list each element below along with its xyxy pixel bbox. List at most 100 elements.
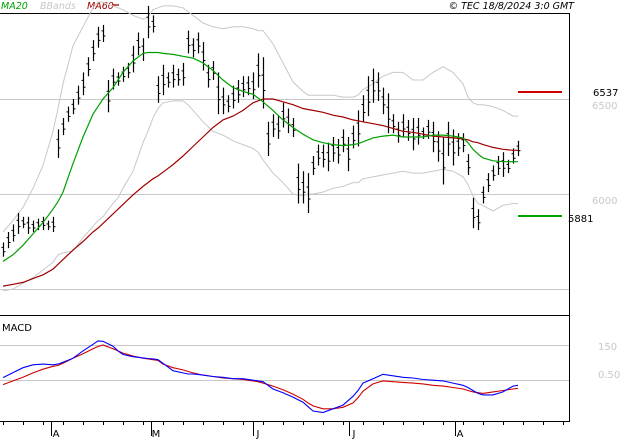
macd-lines: [2, 340, 519, 414]
price-bar: [501, 152, 506, 177]
price-bar: [486, 173, 491, 193]
macd-line: [2, 340, 519, 414]
x-month-label: A: [457, 429, 464, 440]
copyright-source: © TEC 18/8/2024 3:0 GMT: [449, 1, 576, 12]
price-bar: [76, 85, 81, 105]
price-bar: [86, 57, 91, 77]
price-bar: [471, 197, 476, 229]
macd-tick-labels: 150 0.50: [598, 342, 620, 381]
resistance-label: 6537: [593, 88, 618, 99]
price-bar: [6, 232, 11, 249]
price-bar: [311, 156, 316, 175]
price-bar: [306, 173, 311, 213]
price-bar: [21, 216, 26, 229]
price-bar: [481, 186, 486, 204]
price-bar: [191, 38, 196, 58]
price-tick-label: 6500: [592, 101, 617, 112]
x-month-label: A: [53, 429, 60, 440]
price-bar: [316, 144, 321, 166]
chart-header: MA20 BBands MA60 © TEC 18/8/2024 3:0 GMT: [1, 1, 575, 12]
price-bar: [151, 15, 156, 33]
price-bar: [46, 220, 51, 231]
price-levels: 6537 5881: [518, 88, 618, 225]
price-bar: [206, 64, 211, 88]
legend-ma20: MA20: [1, 1, 28, 12]
price-bar: [511, 148, 516, 164]
price-bar: [91, 40, 96, 61]
price-bar: [186, 30, 191, 54]
price-bar: [466, 154, 471, 175]
price-bar: [1, 242, 6, 257]
price-bar: [281, 102, 286, 128]
price-bar: [366, 76, 371, 117]
price-bar: [491, 165, 496, 181]
macd-signal-line: [2, 344, 519, 410]
price-bar: [446, 121, 451, 156]
legend-bbands: BBands: [40, 1, 76, 12]
price-bar: [371, 68, 376, 103]
price-bars: [1, 5, 521, 257]
price-bar: [196, 32, 201, 54]
price-bar: [336, 138, 341, 164]
price-bar: [391, 114, 396, 134]
price-bar: [136, 32, 141, 56]
panel-frames: [0, 13, 570, 422]
price-bar: [271, 114, 276, 137]
price-bar: [261, 57, 266, 109]
price-bar: [266, 121, 271, 156]
bbands-lower-line: [2, 100, 518, 292]
price-bar: [326, 142, 331, 172]
price-bar: [451, 129, 456, 166]
x-month-label: M: [152, 429, 161, 440]
price-bar: [226, 95, 231, 113]
price-bar: [496, 156, 501, 175]
legend-ma60: MA60: [87, 1, 114, 12]
price-bar: [346, 137, 351, 172]
price-bar: [221, 87, 226, 115]
price-bar: [401, 114, 406, 137]
macd-title: MACD: [2, 323, 32, 334]
price-bar: [11, 224, 16, 242]
price-bar: [61, 118, 66, 136]
price-bar: [516, 140, 521, 156]
bbands-upper-line: [2, 1, 518, 233]
price-bar: [16, 213, 21, 234]
price-bar: [276, 116, 281, 139]
price-tick-labels: 6500 6000: [592, 101, 617, 207]
price-bar: [356, 110, 361, 147]
macd-tick-label: 0.50: [598, 370, 620, 381]
price-bar: [161, 64, 166, 96]
price-bar: [256, 53, 261, 88]
price-bar: [26, 216, 31, 234]
price-bar: [246, 76, 251, 96]
bollinger-bands: [2, 1, 518, 292]
price-bar: [321, 144, 326, 168]
price-bar: [106, 80, 111, 113]
macd-grid: [0, 345, 569, 381]
price-bar: [411, 118, 416, 151]
price-bar: [56, 129, 61, 158]
price-bar: [156, 76, 161, 103]
macd-tick-label: 150: [598, 342, 617, 353]
price-bar: [461, 133, 466, 153]
price-bar: [441, 137, 446, 185]
price-grid: [0, 99, 569, 290]
price-bar: [71, 99, 76, 115]
support-label: 5881: [568, 214, 593, 225]
price-bar: [51, 216, 56, 232]
price-bar: [381, 87, 386, 115]
price-bar: [416, 118, 421, 145]
price-bar: [341, 129, 346, 153]
price-bar: [171, 64, 176, 88]
x-month-label: J: [256, 429, 260, 440]
price-bar: [81, 72, 86, 96]
price-bar: [131, 45, 136, 73]
price-bar: [66, 106, 71, 122]
price-bar: [236, 80, 241, 103]
price-bar: [96, 26, 101, 48]
price-bar: [101, 24, 106, 42]
price-bar: [31, 220, 36, 232]
price-bar: [476, 209, 481, 231]
price-bar: [201, 42, 206, 71]
